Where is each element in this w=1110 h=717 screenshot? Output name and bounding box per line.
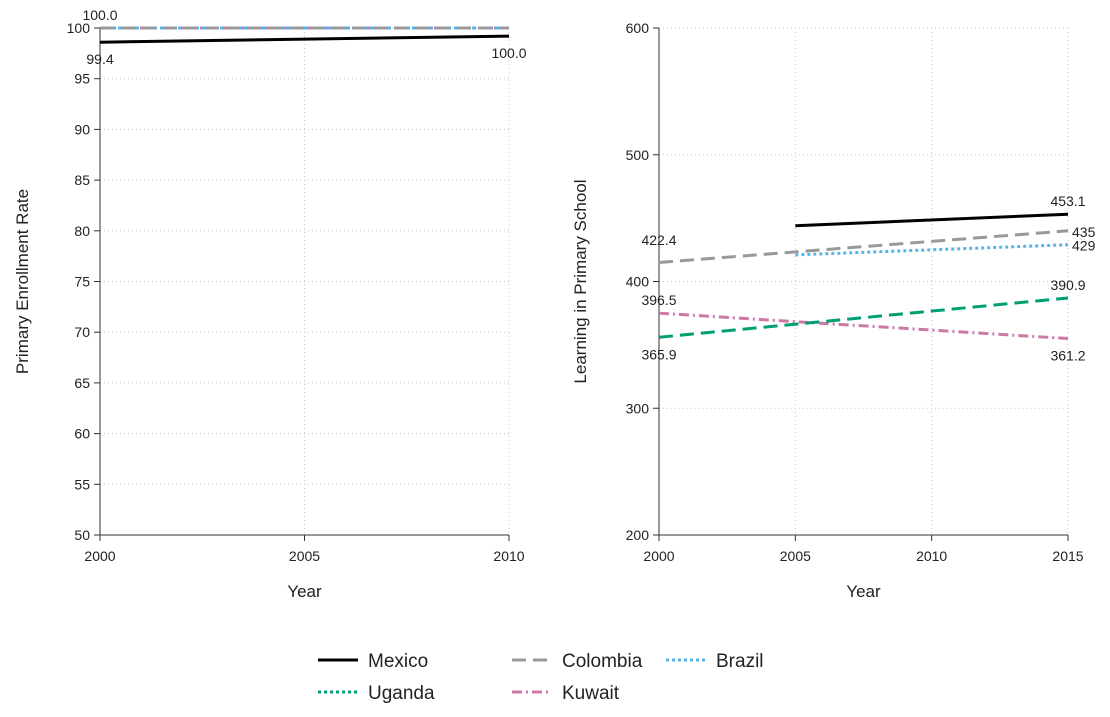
series-line-uganda bbox=[658, 296, 1069, 339]
series-line-kuwait bbox=[658, 311, 1069, 341]
legend-label: Brazil bbox=[716, 651, 764, 672]
series-line-mexico bbox=[99, 34, 510, 44]
x-tick-label: 2010 bbox=[493, 548, 524, 564]
panel-2: 200 300 400 500 600 2000 2005 2010 2015 Year Learn… bbox=[571, 20, 1096, 601]
y-tick-label: 400 bbox=[626, 274, 650, 290]
y-tick-label: 500 bbox=[626, 147, 650, 163]
x-tick-label: 2000 bbox=[643, 548, 674, 564]
legend-item-mexico: Mexico bbox=[318, 651, 428, 672]
legend-item-colombia: Colombia bbox=[512, 651, 643, 672]
legend-label: Mexico bbox=[368, 651, 428, 672]
y-tick-label: 75 bbox=[74, 274, 90, 290]
data-label: 429 bbox=[1072, 238, 1096, 254]
x-tick-label: 2005 bbox=[289, 548, 320, 564]
y-axis-title: Primary Enrollment Rate bbox=[13, 189, 32, 374]
data-label: 100.0 bbox=[491, 45, 526, 61]
data-label: 422.4 bbox=[641, 232, 676, 248]
y-tick-label: 80 bbox=[74, 223, 90, 239]
y-tick-label: 600 bbox=[626, 20, 650, 36]
y-tick-label: 90 bbox=[74, 121, 90, 137]
x-tick-label: 2010 bbox=[916, 548, 947, 564]
legend-item-kuwait: Kuwait bbox=[512, 683, 620, 704]
x-axis-title: Year bbox=[846, 582, 881, 601]
y-tick-label: 55 bbox=[74, 476, 90, 492]
y-tick-label: 50 bbox=[74, 527, 90, 543]
legend-label: Kuwait bbox=[562, 683, 620, 704]
y-tick-label: 100 bbox=[67, 20, 91, 36]
y-tick-label: 70 bbox=[74, 324, 90, 340]
legend-label: Colombia bbox=[562, 651, 643, 672]
data-label: 390.9 bbox=[1050, 277, 1085, 293]
y-tick-label: 300 bbox=[626, 400, 650, 416]
x-tick-label: 2000 bbox=[84, 548, 115, 564]
legend-label: Uganda bbox=[368, 683, 435, 704]
data-label: 396.5 bbox=[641, 292, 676, 308]
x-tick-label: 2005 bbox=[780, 548, 811, 564]
data-label: 99.4 bbox=[86, 51, 113, 67]
data-label: 100.0 bbox=[82, 7, 117, 23]
y-tick-label: 60 bbox=[74, 426, 90, 442]
legend-item-uganda: Uganda bbox=[318, 683, 435, 704]
panel-1: 50 55 60 65 70 75 80 85 90 95 100 2000 2005 2010 Year P… bbox=[13, 7, 527, 601]
data-label: 453.1 bbox=[1050, 193, 1085, 209]
y-axis-title: Learning in Primary School bbox=[571, 179, 590, 383]
legend: Mexico Colombia Brazil Uganda Kuwait bbox=[318, 651, 764, 704]
data-label: 361.2 bbox=[1050, 348, 1085, 364]
series-line-colombia bbox=[658, 229, 1069, 264]
x-axis-title: Year bbox=[287, 582, 322, 601]
x-tick-label: 2015 bbox=[1052, 548, 1083, 564]
y-tick-label: 95 bbox=[74, 71, 90, 87]
y-tick-label: 85 bbox=[74, 172, 90, 188]
data-label: 365.9 bbox=[641, 346, 676, 362]
y-tick-label: 65 bbox=[74, 375, 90, 391]
legend-item-brazil: Brazil bbox=[666, 651, 764, 672]
data-label: 435 bbox=[1072, 224, 1096, 240]
y-tick-label: 200 bbox=[626, 527, 650, 543]
series-line-mexico bbox=[795, 212, 1069, 228]
